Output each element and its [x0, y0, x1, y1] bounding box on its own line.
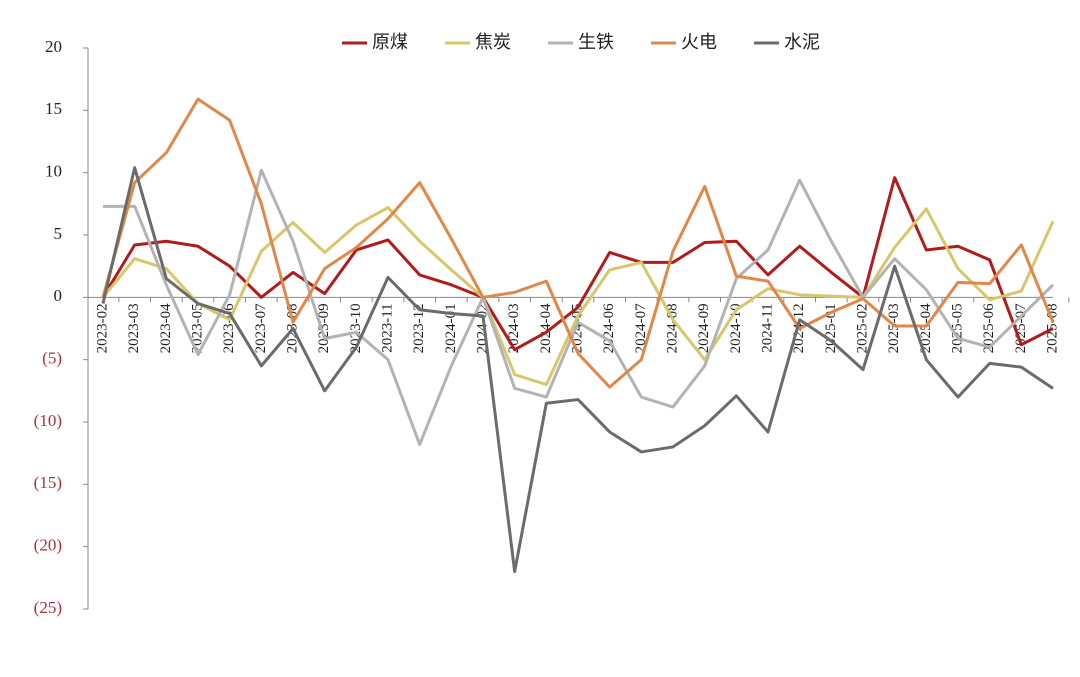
- x-tick-label: 2024-07: [633, 303, 649, 353]
- x-tick-label: 2024-09: [696, 303, 712, 353]
- series-line: [101, 166, 1054, 574]
- x-tick-label: 2025-03: [886, 303, 902, 353]
- series-line: [101, 206, 1055, 387]
- series-line: [103, 168, 1055, 446]
- x-tick-label: 2025-07: [1013, 303, 1029, 353]
- y-tick-label: 10: [45, 162, 62, 181]
- legend-label: 焦炭: [475, 32, 511, 53]
- x-tick-label: 2023-05: [189, 303, 205, 353]
- x-tick-label: 2024-06: [601, 303, 617, 353]
- legend-label: 原煤: [372, 32, 408, 53]
- x-tick-label: 2024-01: [443, 303, 459, 353]
- x-tick-label: 2024-04: [538, 303, 554, 353]
- series-line: [101, 176, 1054, 352]
- y-tick-label: (25): [34, 598, 62, 617]
- x-tick-label: 2023-12: [411, 303, 427, 353]
- x-tick-label: 2023-02: [94, 303, 110, 353]
- x-tick-label: 2024-08: [664, 303, 680, 353]
- y-tick-label: 5: [54, 224, 63, 243]
- x-tick-label: 2023-11: [379, 303, 395, 352]
- y-tick-label: 0: [54, 286, 63, 305]
- legend-label: 水泥: [784, 32, 820, 53]
- x-tick-label: 2023-07: [253, 303, 269, 353]
- x-tick-label: 2025-06: [981, 303, 997, 353]
- y-tick-label: 20: [45, 37, 62, 56]
- x-tick-label: 2023-09: [316, 303, 332, 353]
- x-tick-label: 2023-03: [126, 303, 142, 353]
- series-line: [101, 97, 1055, 389]
- y-tick-label: (10): [34, 411, 62, 430]
- y-tick-label: (20): [34, 536, 62, 555]
- x-tick-label: 2025-04: [918, 303, 934, 353]
- x-tick-label: 2024-11: [759, 303, 775, 352]
- legend-label: 生铁: [578, 32, 614, 53]
- y-tick-label: (15): [34, 473, 62, 492]
- y-tick-label: 15: [45, 99, 62, 118]
- x-tick-label: 2025-02: [854, 303, 870, 353]
- legend-label: 火电: [681, 32, 717, 53]
- y-tick-label: (5): [42, 349, 62, 368]
- x-tick-label: 2023-04: [158, 303, 174, 353]
